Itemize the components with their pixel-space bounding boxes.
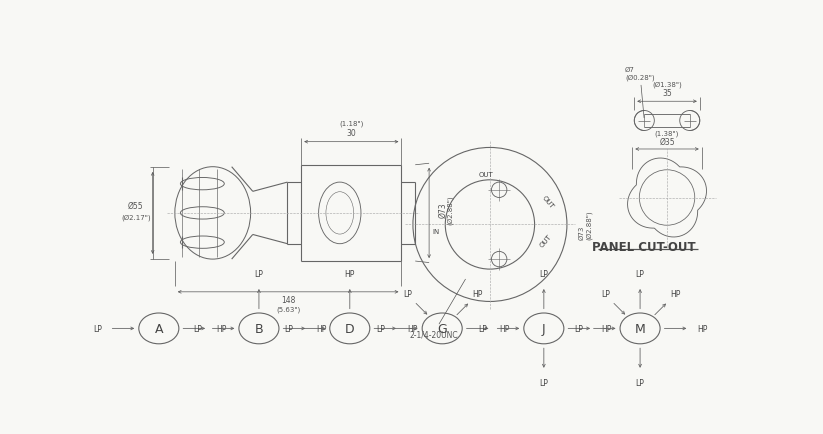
Text: HP: HP — [216, 324, 226, 333]
Text: HP: HP — [500, 324, 509, 333]
Text: HP: HP — [407, 324, 417, 333]
Text: (1.18"): (1.18") — [339, 121, 364, 127]
Text: 35: 35 — [663, 88, 672, 97]
Text: LP: LP — [539, 270, 548, 279]
Text: LP: LP — [478, 324, 487, 333]
Text: HP: HP — [697, 324, 708, 333]
Text: LP: LP — [635, 270, 644, 279]
Text: Ø35: Ø35 — [659, 138, 675, 146]
Text: M: M — [635, 322, 645, 335]
Text: LP: LP — [403, 290, 412, 299]
Text: HP: HP — [472, 290, 483, 299]
Text: 148: 148 — [281, 296, 295, 304]
Text: HP: HP — [345, 270, 355, 279]
Text: Ø73
(Ø2.88"): Ø73 (Ø2.88") — [579, 210, 593, 240]
Text: (Ø2.88"): (Ø2.88") — [447, 195, 453, 224]
Text: A: A — [155, 322, 163, 335]
Text: D: D — [345, 322, 355, 335]
Text: PANEL CUT-OUT: PANEL CUT-OUT — [592, 240, 695, 253]
Text: (1.38"): (1.38") — [655, 130, 679, 137]
Text: LP: LP — [601, 290, 610, 299]
Text: J: J — [542, 322, 546, 335]
Text: LP: LP — [93, 324, 102, 333]
Text: Ø73: Ø73 — [439, 202, 448, 217]
Text: Ø55: Ø55 — [128, 201, 143, 210]
Text: 30: 30 — [346, 128, 356, 138]
Text: LP: LP — [539, 378, 548, 388]
Text: LP: LP — [284, 324, 293, 333]
Text: (5.63"): (5.63") — [276, 306, 300, 312]
Text: HP: HP — [671, 290, 681, 299]
Text: HP: HP — [601, 324, 611, 333]
Text: LP: LP — [574, 324, 584, 333]
Text: OUT: OUT — [479, 172, 494, 178]
Text: B: B — [254, 322, 263, 335]
Text: LP: LP — [376, 324, 385, 333]
Text: OUT: OUT — [538, 233, 552, 248]
Text: IN: IN — [432, 228, 439, 234]
Text: (Ø1.38"): (Ø1.38") — [652, 81, 682, 88]
Text: LP: LP — [193, 324, 202, 333]
Text: 2-1/4-20UNC: 2-1/4-20UNC — [409, 279, 466, 339]
Text: (Ø2.17"): (Ø2.17") — [121, 214, 151, 220]
Text: LP: LP — [635, 378, 644, 388]
Text: LP: LP — [254, 270, 263, 279]
Text: OUT: OUT — [541, 194, 555, 210]
Text: HP: HP — [316, 324, 326, 333]
Text: Ø7
(Ø0.28"): Ø7 (Ø0.28") — [625, 67, 654, 118]
Text: G: G — [437, 322, 447, 335]
